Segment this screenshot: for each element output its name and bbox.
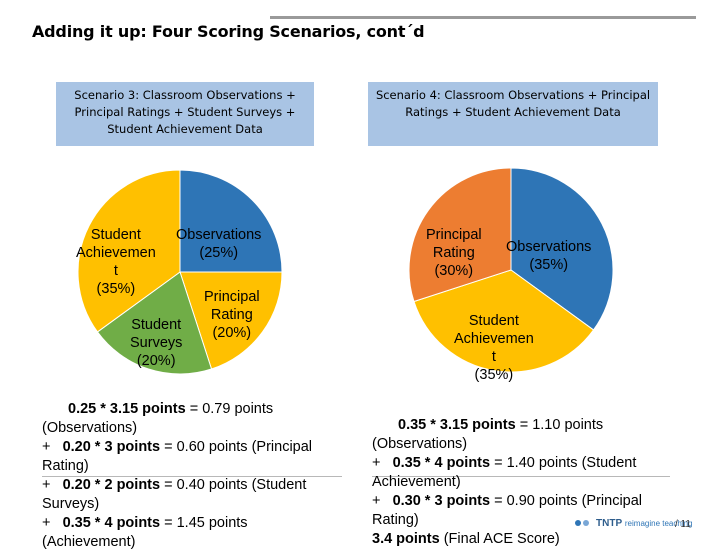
title-divider xyxy=(270,16,696,19)
s4-observations-label: Observations (35%) xyxy=(506,239,592,273)
s4-principal-rating-label: Principal Rating (30%) xyxy=(426,227,482,279)
pie-charts xyxy=(77,167,614,375)
s3-slice-observations xyxy=(179,169,283,273)
s3-student-surveys-label: Student Surveys (20%) xyxy=(130,317,183,369)
scenario-4-header: Scenario 4: Classroom Observations + Pri… xyxy=(368,82,658,146)
s3-principal-rating-label: Principal Rating (20%) xyxy=(204,289,260,341)
calc-line: (Achievement) xyxy=(42,534,136,550)
s4-slice-principal-rating xyxy=(408,167,512,303)
calc-line: (Observations) xyxy=(372,436,468,452)
calc-line: + 0.20 * 3 points = 0.60 points (Princip… xyxy=(42,439,313,455)
s4-slice-observations xyxy=(510,167,614,331)
calc-line: + 0.35 * 4 points = 1.45 points xyxy=(42,515,248,531)
calc-line: 0.35 * 3.15 points = 1.10 points xyxy=(398,417,604,433)
tntp-logo-icon xyxy=(575,520,589,526)
calc-line: (Observations) xyxy=(42,420,138,436)
s3-student-achievement-label: Student Achievemen t (35%) xyxy=(76,227,156,297)
calc-line: + 0.30 * 3 points = 0.90 points (Princip… xyxy=(372,493,643,509)
s3-slice-student-surveys xyxy=(96,271,213,375)
calc-line: Rating) xyxy=(42,458,89,474)
calc-line: 0.25 * 3.15 points = 0.79 points xyxy=(68,401,274,417)
s3-calculation: 0.25 * 3.15 points = 0.79 points (Observa… xyxy=(42,400,342,552)
calc-line: + 0.35 * 4 points = 1.40 points (Student xyxy=(372,455,637,471)
calc-line: Achievement) xyxy=(372,474,461,490)
calc-line: + 0.20 * 2 points = 0.40 points (Student xyxy=(42,477,307,493)
s4-student-achievement-label: Student Achievemen t (35%) xyxy=(454,313,534,383)
page-number: / 11 xyxy=(675,519,691,530)
s3-slice-principal-rating xyxy=(179,271,283,370)
calc-line: Rating) xyxy=(372,512,419,528)
footer-brand: TNTP reimagine teaching xyxy=(596,518,693,529)
s4-slice-student-achievement xyxy=(413,269,595,373)
calc-line: Surveys) xyxy=(42,496,100,512)
s3-divider xyxy=(42,476,342,477)
s3-slice-student-achievement xyxy=(77,169,181,333)
s4-calculation: 0.35 * 3.15 points = 1.10 points (Observa… xyxy=(372,416,672,549)
scenario-3-header: Scenario 3: Classroom Observations + Pri… xyxy=(56,82,314,146)
s4-divider xyxy=(372,476,670,477)
s3-observations-label: Observations (25%) xyxy=(176,227,262,261)
slide-title: Adding it up: Four Scoring Scenarios, co… xyxy=(32,22,425,41)
